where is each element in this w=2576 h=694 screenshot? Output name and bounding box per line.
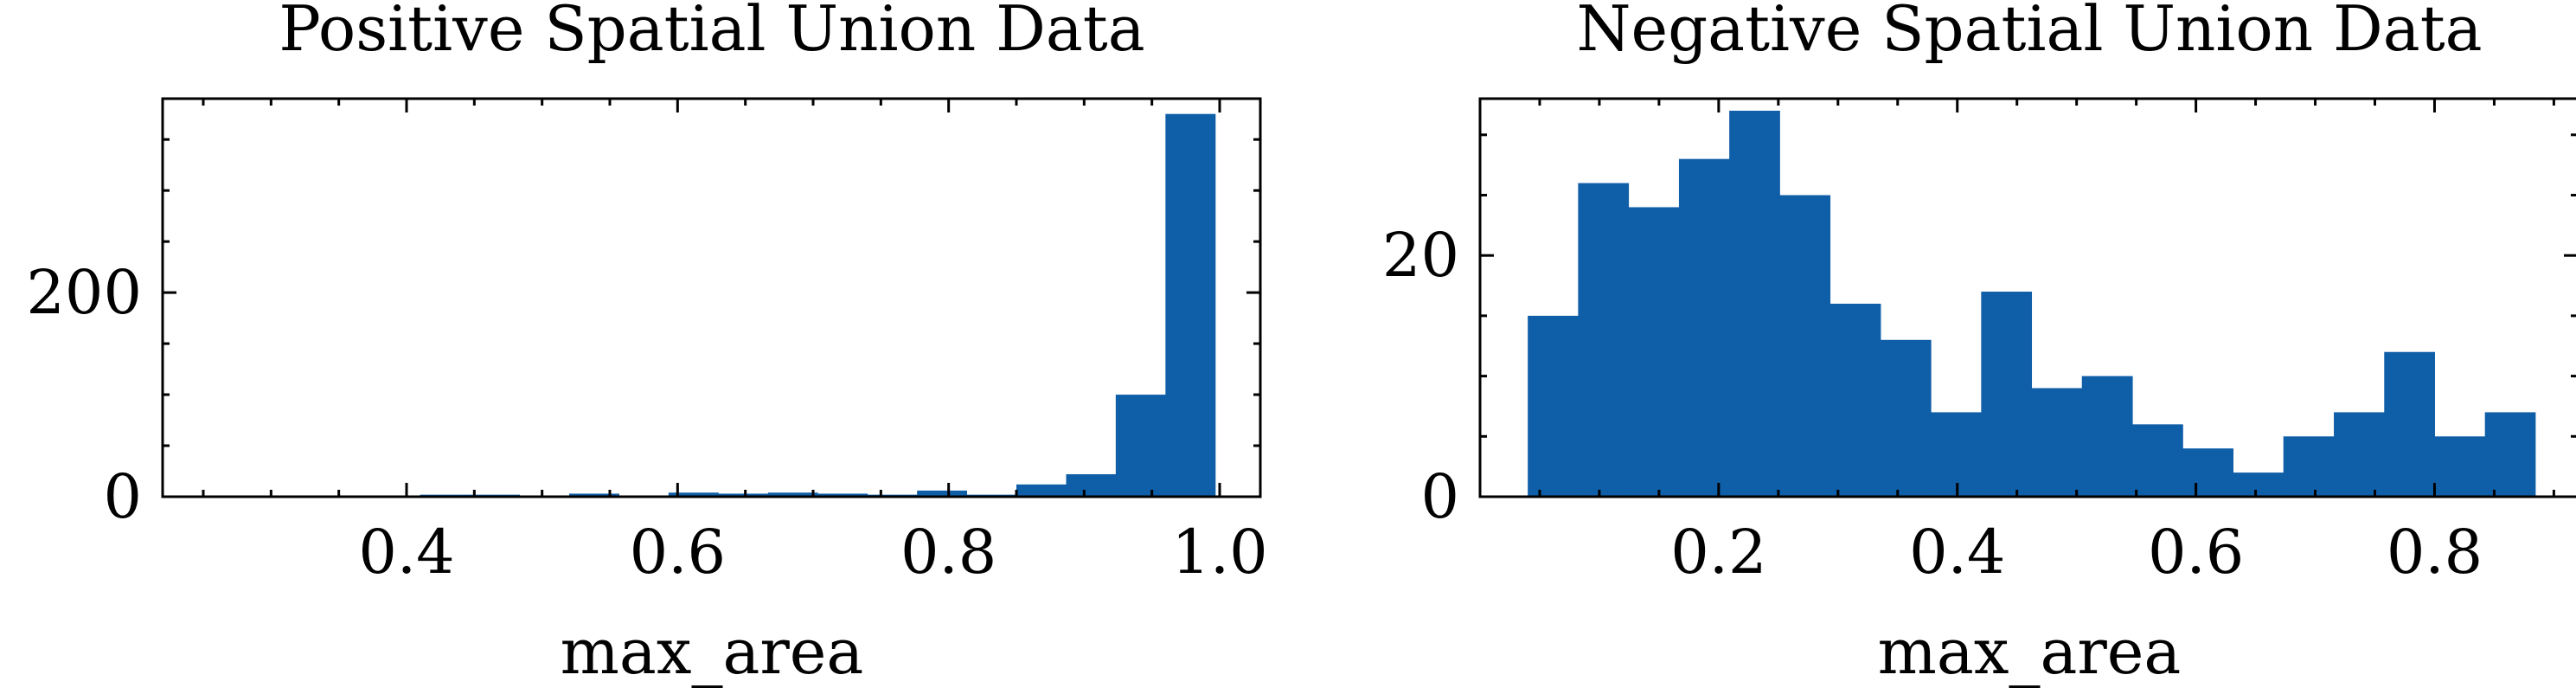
negative-bar-12 (2132, 424, 2183, 497)
positive-y-tick-label: 200 (26, 257, 142, 328)
positive-x-tick-label: 0.4 (358, 517, 454, 588)
negative-bar-1 (1578, 183, 1630, 498)
positive-bar-13 (917, 490, 968, 497)
positive-x-tick-label: 0.6 (630, 517, 726, 588)
positive-bar-17 (1115, 395, 1166, 497)
positive-ticks: 0.4 0.6 0.8 1.0 0 200 (26, 99, 1268, 588)
negative-x-tick-label: 0.4 (1909, 517, 2005, 588)
negative-y-tick-label: 20 (1382, 220, 1459, 291)
negative-x-tick-label: 0.2 (1670, 517, 1766, 588)
positive-bar-9 (718, 493, 769, 497)
negative-bar-14 (2233, 472, 2284, 497)
negative-bar-7 (1880, 339, 1932, 497)
positive-histogram-panel: Positive Spatial Union Data 0.4 0.6 0.8 1.0… (26, 0, 1267, 688)
negative-bar-18 (2434, 436, 2486, 497)
negative-bar-5 (1779, 195, 1831, 498)
negative-bar-6 (1829, 303, 1881, 497)
negative-x-tick-label: 0.6 (2148, 517, 2244, 588)
positive-bar-15 (1016, 484, 1067, 497)
negative-bar-4 (1729, 110, 1780, 497)
positive-bar-10 (767, 492, 818, 497)
negative-bar-0 (1528, 315, 1579, 497)
negative-bar-9 (1981, 292, 2033, 497)
positive-x-tick-label: 1.0 (1171, 517, 1267, 588)
negative-bar-8 (1931, 412, 1982, 497)
positive-x-axis-label: max_area (561, 615, 864, 688)
negative-bar-2 (1628, 207, 1680, 498)
negative-y-tick-label: 0 (1420, 461, 1459, 532)
positive-bar-6 (569, 493, 619, 497)
negative-histogram-panel: Negative Spatial Union Data 0.2 0.4 0.6 0.8… (1382, 0, 2576, 688)
negative-bars (1528, 110, 2536, 498)
positive-bars (370, 113, 1216, 497)
negative-ticks: 0.2 0.4 0.6 0.8 0 20 (1382, 99, 2576, 588)
positive-bar-18 (1165, 113, 1216, 497)
negative-bar-13 (2182, 448, 2234, 497)
negative-bar-19 (2484, 412, 2536, 497)
negative-chart-title: Negative Spatial Union Data (1576, 0, 2482, 65)
positive-x-tick-label: 0.8 (900, 517, 996, 588)
negative-x-tick-label: 0.8 (2387, 517, 2483, 588)
positive-bar-8 (668, 492, 719, 497)
negative-bar-16 (2334, 412, 2385, 497)
positive-y-tick-label: 0 (103, 461, 142, 532)
positive-bar-16 (1066, 474, 1117, 497)
positive-plot-frame (161, 97, 1262, 498)
negative-bar-15 (2283, 436, 2335, 497)
negative-bar-17 (2384, 351, 2435, 497)
negative-bar-11 (2081, 376, 2133, 497)
negative-x-axis-label: max_area (1878, 615, 2182, 688)
negative-bar-3 (1678, 158, 1730, 498)
positive-chart-title: Positive Spatial Union Data (279, 0, 1144, 65)
negative-plot-frame (1478, 97, 2576, 498)
positive-bar-11 (817, 493, 868, 497)
negative-bar-10 (2031, 388, 2083, 497)
